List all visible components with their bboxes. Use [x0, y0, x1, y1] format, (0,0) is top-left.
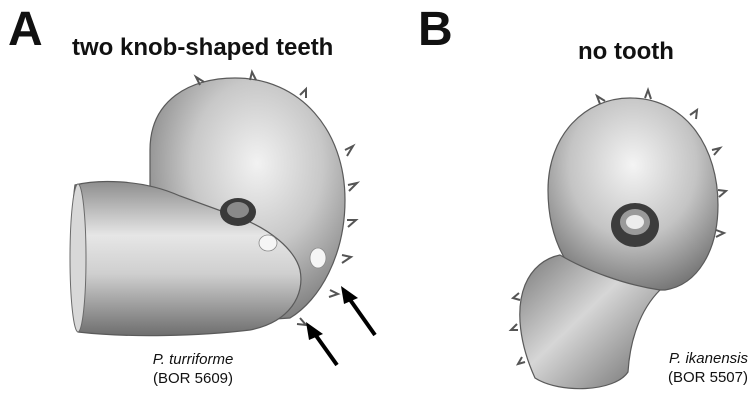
- catalog-number-b: (BOR 5507): [667, 369, 748, 386]
- specimen-a-label: P. turriforme (BOR 5609): [128, 350, 258, 388]
- panel-a-title: two knob-shaped teeth: [72, 34, 334, 61]
- species-name-a: P. turriforme: [152, 351, 234, 368]
- arrow-tooth-upper: [341, 286, 377, 337]
- shell-a: [69, 69, 361, 337]
- panel-b-title: no tooth: [578, 38, 674, 65]
- catalog-number-a: (BOR 5609): [152, 370, 234, 387]
- panel-a-letter: A: [8, 3, 43, 56]
- specimen-b-label: P. ikanensis (BOR 5507): [628, 349, 748, 387]
- species-name-b: P. ikanensis: [669, 350, 748, 367]
- panel-b-letter: B: [418, 3, 453, 56]
- shell-b: [508, 87, 729, 390]
- arrow-tooth-lower: [306, 322, 339, 367]
